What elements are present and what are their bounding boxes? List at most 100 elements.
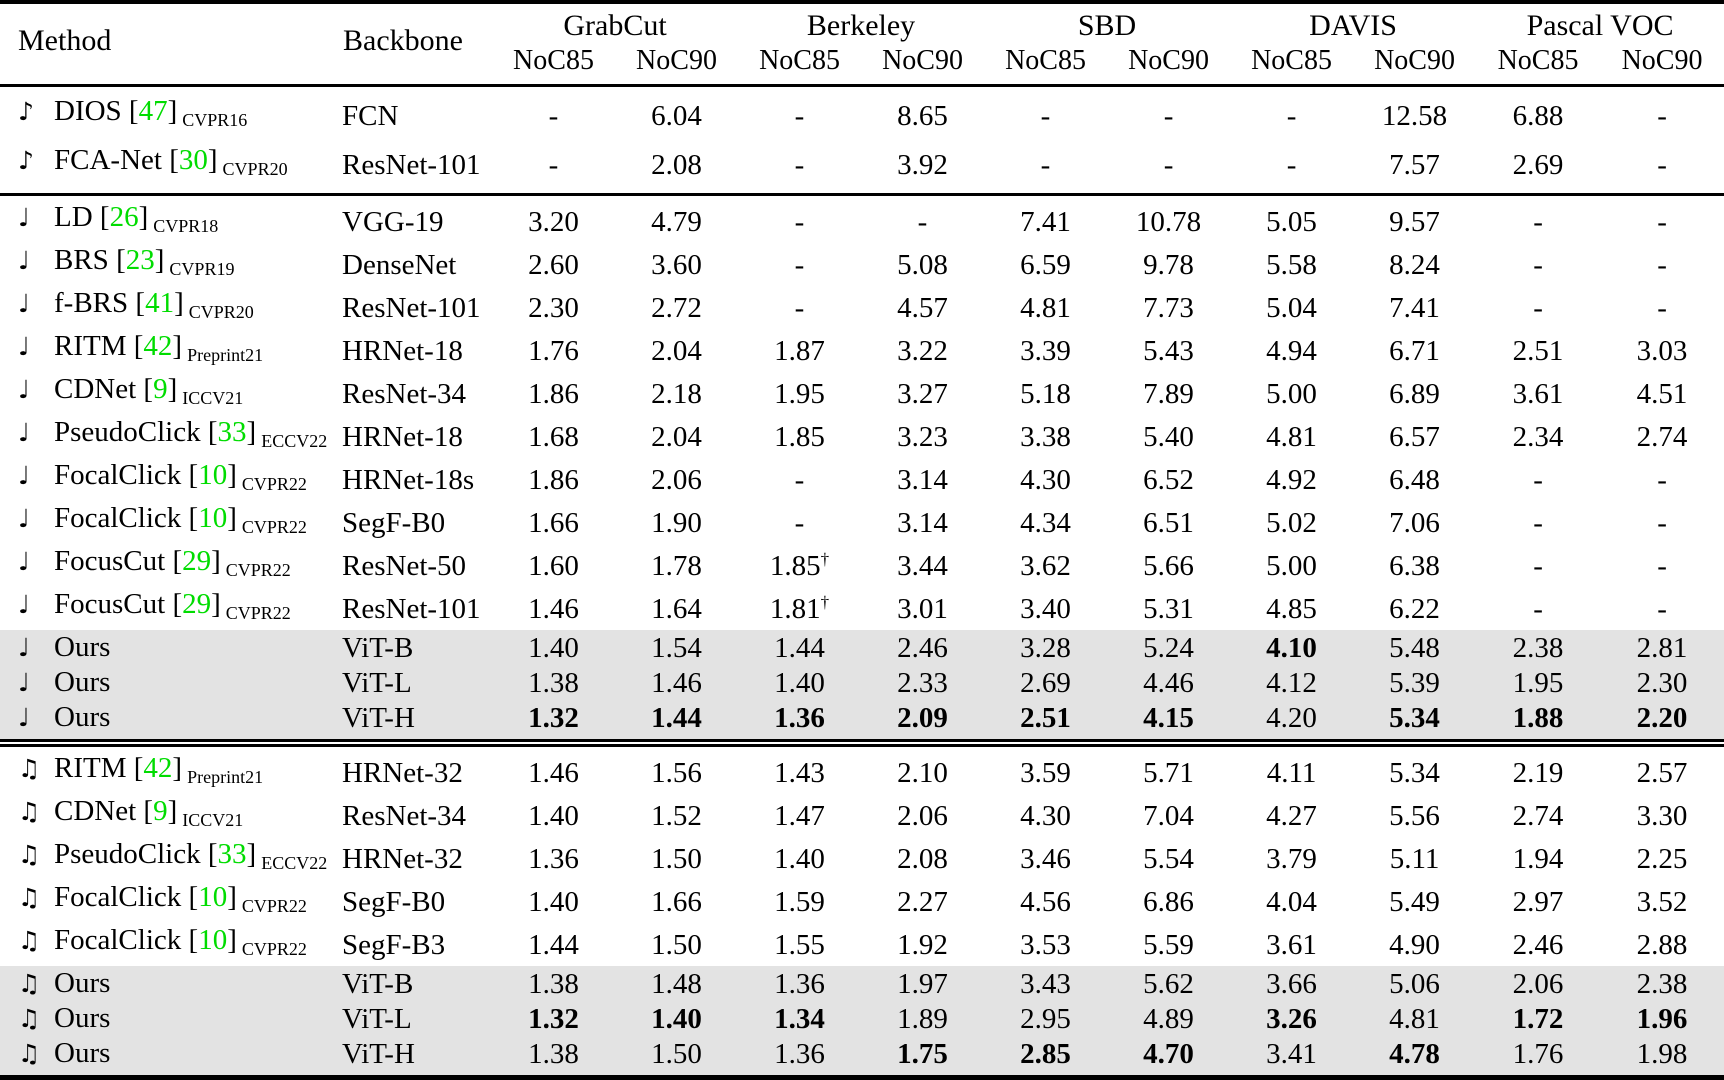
value-cell: 1.50: [651, 842, 702, 875]
value-cell: 6.88: [1512, 99, 1564, 132]
table-row: ♩ CDNet [9] ICCV21 ResNet-34 1.86 2.18 1.95 3.2…: [0, 372, 1724, 415]
backbone-cell: ResNet-101: [342, 291, 481, 324]
citation-ref: [29]: [165, 545, 221, 577]
value-cell: 4.30: [1020, 463, 1071, 496]
value-cell: 2.04: [651, 420, 702, 453]
value-cell: 1.66: [651, 885, 702, 918]
venue-label: CVPR20: [188, 302, 254, 322]
table-row: ♩ LD [26] CVPR18 VGG-19 3.20 4.79 - - 7.41 10.78 5…: [0, 196, 1724, 243]
backbone-cell: SegF-B3: [342, 928, 446, 961]
eighth-note-icon: ♪: [18, 97, 34, 126]
value-cell: 1.88: [1476, 700, 1601, 741]
value-cell: 2.51: [984, 700, 1108, 741]
value-cell: 1.86: [528, 377, 579, 410]
value-cell: -: [794, 148, 805, 181]
value-cell: 7.06: [1389, 506, 1440, 539]
subheader-noc85: NoC85: [1251, 45, 1332, 76]
value-cell: 3.41: [1230, 1036, 1354, 1078]
subheader-noc90: NoC90: [882, 45, 963, 76]
value-cell: -: [1040, 148, 1051, 181]
value-cell: 1.97: [861, 966, 985, 1001]
value-cell: -: [1163, 148, 1174, 181]
backbone-cell: SegF-B0: [342, 885, 446, 918]
value-cell: 6.57: [1389, 420, 1440, 453]
citation-number: 41: [145, 287, 175, 319]
value-cell: 1.59: [774, 885, 825, 918]
citation-number: 42: [143, 752, 173, 784]
value-cell: 5.48: [1353, 630, 1477, 665]
value-cell: 7.04: [1143, 799, 1194, 832]
value-cell: 4.04: [1266, 885, 1317, 918]
value-cell: 1.95: [774, 377, 825, 410]
value-cell: 1.46: [528, 756, 579, 789]
value-cell: 7.57: [1389, 148, 1440, 181]
method-name: RITM: [54, 330, 127, 362]
value-cell: 7.73: [1143, 291, 1194, 324]
method-cell: ♫ PseudoClick [33] ECCV22: [0, 837, 342, 880]
value-cell: 2.69: [984, 665, 1108, 700]
method-name: CDNet: [54, 795, 137, 827]
table-row: ♩ RITM [42] Preprint21 HRNet-18 1.76 2.04 1.87…: [0, 329, 1724, 372]
value-cell: 6.59: [1020, 248, 1071, 281]
value-cell: 5.00: [1266, 549, 1317, 582]
citation-ref: [10]: [181, 459, 237, 491]
value-cell: 3.62: [1020, 549, 1071, 582]
backbone-cell: ViT-B: [342, 630, 492, 665]
value-cell: 2.27: [897, 885, 948, 918]
method-name: FocalClick: [54, 502, 182, 534]
value-cell: 1.44: [615, 700, 739, 741]
value-cell: 2.10: [897, 756, 948, 789]
method-name: FocalClick: [54, 881, 182, 913]
value-cell: 6.22: [1389, 592, 1440, 625]
value-cell: 4.46: [1107, 665, 1231, 700]
value-cell: 1.32: [492, 1001, 615, 1036]
value-cell: 1.98: [1600, 1036, 1724, 1078]
value-cell: 4.12: [1230, 665, 1354, 700]
subheader-noc85: NoC85: [1005, 45, 1086, 76]
value-cell: 1.40: [615, 1001, 739, 1036]
value-cell: 4.79: [651, 205, 702, 238]
section-divider-double: [0, 739, 1724, 747]
value-cell: 2.60: [528, 248, 579, 281]
subheader-noc90: NoC90: [636, 45, 717, 76]
value-cell: 5.31: [1143, 592, 1194, 625]
ours-row: ♩ Ours ViT-H 1.32 1.44 1.36 2.09 2.51 4.15 4.20 5.…: [0, 700, 1724, 741]
value-cell: 5.08: [897, 248, 948, 281]
backbone-cell: ResNet-101: [342, 592, 481, 625]
venue-label: CVPR22: [241, 896, 307, 916]
value-cell: 1.76: [528, 334, 579, 367]
method-cell: ♫ Ours: [0, 1001, 342, 1036]
venue-label: ECCV22: [261, 853, 328, 873]
backbone-cell: FCN: [342, 99, 399, 132]
value-cell: 2.30: [528, 291, 579, 324]
citation-ref: [26]: [92, 201, 149, 233]
value-cell: 4.56: [1020, 885, 1071, 918]
venue-label: CVPR20: [222, 159, 288, 179]
venue-label: CVPR18: [153, 216, 219, 236]
value-cell: 2.95: [984, 1001, 1108, 1036]
value-cell: 5.43: [1143, 334, 1194, 367]
value-cell: 2.85: [984, 1036, 1108, 1078]
table-row: ♫ FocalClick [10] CVPR22 SegF-B0 1.40 1.66 1.5…: [0, 880, 1724, 923]
backbone-cell: ResNet-50: [342, 549, 467, 582]
value-cell: -: [1533, 205, 1543, 238]
value-cell: 3.61: [1512, 377, 1564, 410]
value-cell: 2.38: [1476, 630, 1601, 665]
value-cell: 1.38: [492, 665, 615, 700]
value-cell: 2.25: [1636, 842, 1688, 875]
value-cell: -: [794, 506, 805, 539]
value-cell: -: [794, 291, 805, 324]
value-cell: -: [1533, 506, 1543, 539]
method-name: FocusCut: [54, 545, 166, 577]
method-name: Ours: [54, 967, 111, 999]
value-cell: 1.36: [738, 1036, 862, 1078]
value-cell: 6.51: [1143, 506, 1194, 539]
value-cell: -: [548, 148, 559, 181]
ours-row: ♫ Ours ViT-L 1.32 1.40 1.34 1.89 2.95 4.89 3.26 4.…: [0, 1001, 1724, 1036]
value-cell: 12.58: [1381, 99, 1448, 132]
quarter-note-icon: ♩: [18, 504, 30, 533]
value-cell: 1.56: [651, 756, 702, 789]
method-column-header: Method: [18, 23, 112, 57]
quarter-note-icon: ♩: [18, 332, 30, 361]
value-cell: 5.54: [1143, 842, 1194, 875]
